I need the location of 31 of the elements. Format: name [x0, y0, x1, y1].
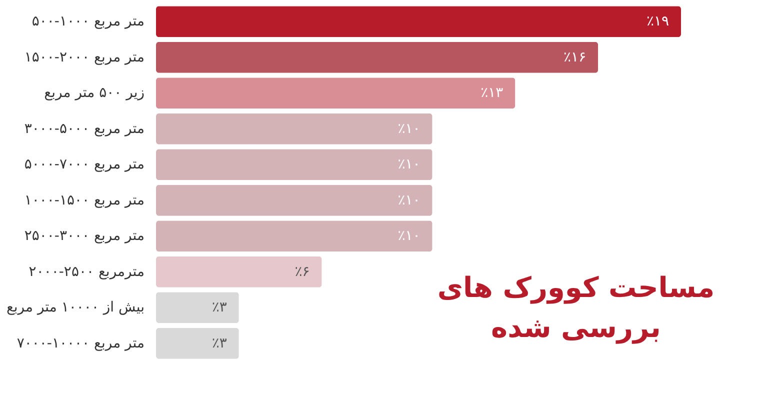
data-label: ٪۱۰ — [398, 228, 420, 244]
data-label: ٪۱۰ — [398, 156, 420, 173]
data-label: ٪۳ — [212, 335, 228, 352]
bar — [156, 220, 432, 252]
y-tick-label: ۱۰۰۰-۱۵۰۰ متر مربع — [24, 192, 144, 208]
bar — [156, 292, 239, 324]
bar — [156, 184, 432, 216]
data-label: ٪۱۹ — [646, 14, 669, 30]
bar — [156, 6, 681, 38]
bar — [156, 256, 322, 288]
bar — [156, 328, 239, 359]
data-label: ٪۱۰ — [398, 192, 420, 208]
data-label: ٪۶ — [294, 264, 310, 280]
y-tick-label: زیر ۵۰۰ متر مربع — [44, 85, 144, 102]
y-tick-label: بیش از ۱۰۰۰۰ متر مربع — [6, 300, 144, 316]
y-tick-label: ۵۰۰-۱۰۰۰ متر مربع — [32, 14, 144, 30]
y-tick-label: ۲۵۰۰-۳۰۰۰ متر مربع — [24, 228, 144, 244]
y-tick-label: ۷۰۰۰-۱۰۰۰۰ متر مربع — [16, 335, 144, 352]
bar — [156, 42, 598, 73]
y-tick-label: ۵۰۰۰-۷۰۰۰ متر مربع — [24, 156, 144, 173]
data-label: ٪۱۳ — [480, 85, 504, 102]
y-tick-label: ۲۰۰۰-۲۵۰۰ مترمربع — [28, 264, 144, 280]
bar — [156, 113, 432, 144]
data-label: ٪۳ — [212, 300, 228, 316]
data-label: ٪۱۶ — [564, 49, 586, 66]
bar — [156, 78, 516, 109]
text: مساحت کوورک های بررسی شده — [437, 271, 715, 344]
bar — [156, 149, 432, 180]
y-tick-label: ۱۵۰۰-۲۰۰۰ متر مربع — [24, 49, 144, 66]
y-tick-label: ۳۰۰۰-۵۰۰۰ متر مربع — [24, 120, 144, 137]
data-label: ٪۱۰ — [398, 120, 420, 137]
